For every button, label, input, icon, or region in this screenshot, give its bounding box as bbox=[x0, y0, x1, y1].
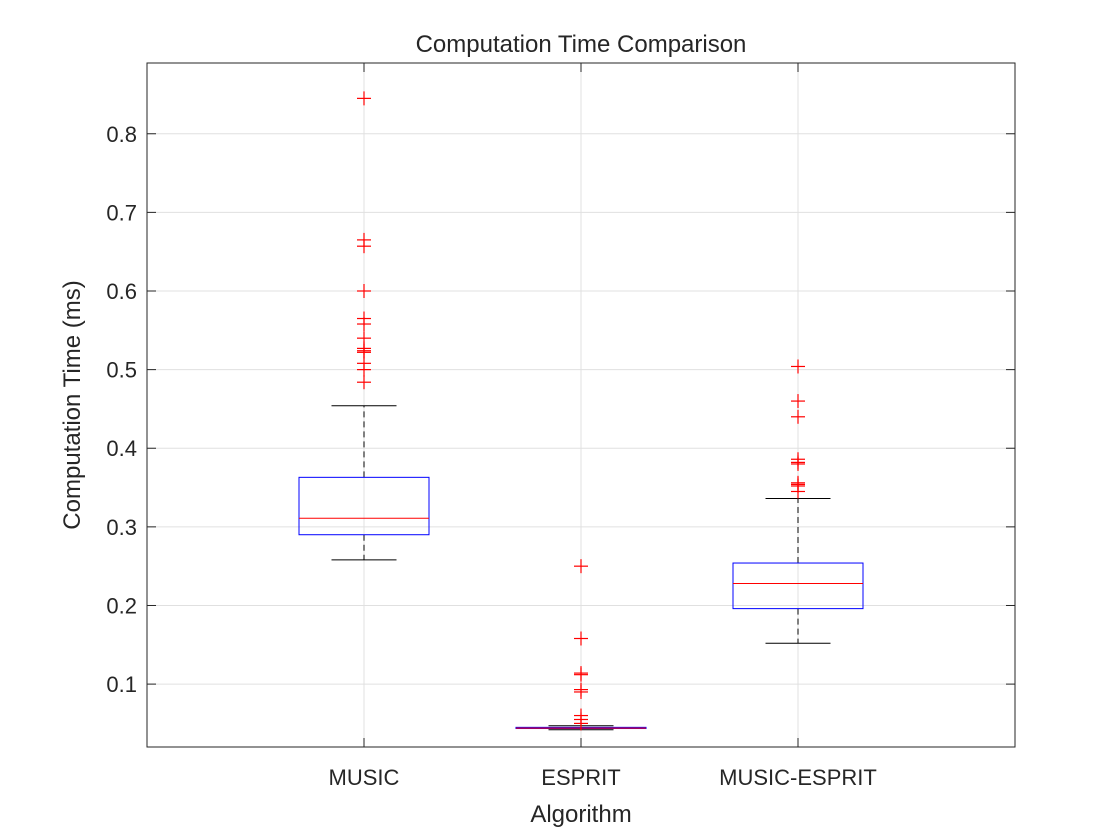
x-tick-label: MUSIC bbox=[329, 765, 400, 790]
outlier-marker bbox=[791, 456, 805, 471]
outlier-marker bbox=[574, 559, 588, 574]
outlier-marker bbox=[357, 317, 371, 332]
outlier-marker bbox=[791, 359, 805, 374]
box-music bbox=[298, 91, 430, 561]
y-tick-label: 0.6 bbox=[106, 279, 137, 304]
outlier-marker bbox=[357, 91, 371, 106]
outlier-marker bbox=[574, 631, 588, 646]
y-tick-label: 0.1 bbox=[106, 672, 137, 697]
outlier-marker bbox=[574, 667, 588, 682]
outlier-marker bbox=[791, 409, 805, 424]
y-tick-label: 0.5 bbox=[106, 358, 137, 383]
y-tick-label: 0.2 bbox=[106, 593, 137, 618]
box-music-esprit bbox=[732, 359, 864, 644]
interquartile-box bbox=[298, 476, 430, 536]
x-tick-label: ESPRIT bbox=[541, 765, 620, 790]
y-tick-label: 0.4 bbox=[106, 436, 137, 461]
outlier-marker bbox=[357, 362, 371, 377]
outlier-marker bbox=[357, 239, 371, 254]
axis-ticks: 0.1 0.2 0.3 0.4 0.5 0.6 0.7 0.8 MUSIC ESPRIT MUSIC… bbox=[106, 63, 1015, 790]
outlier-marker bbox=[791, 484, 805, 499]
outlier-marker bbox=[791, 394, 805, 409]
box-esprit bbox=[515, 559, 647, 731]
y-axis-label: Computation Time (ms) bbox=[59, 280, 86, 529]
outlier-marker bbox=[574, 716, 588, 731]
x-axis-label: Algorithm bbox=[530, 801, 631, 828]
y-tick-label: 0.3 bbox=[106, 515, 137, 540]
outlier-marker bbox=[574, 684, 588, 699]
x-tick-label: MUSIC-ESPRIT bbox=[719, 765, 877, 790]
y-tick-label: 0.7 bbox=[106, 200, 137, 225]
boxes bbox=[298, 91, 864, 731]
interquartile-box bbox=[732, 562, 864, 610]
outlier-marker bbox=[357, 284, 371, 298]
outlier-marker bbox=[357, 375, 371, 390]
chart-title: Computation Time Comparison bbox=[416, 31, 747, 58]
y-tick-label: 0.8 bbox=[106, 122, 137, 147]
